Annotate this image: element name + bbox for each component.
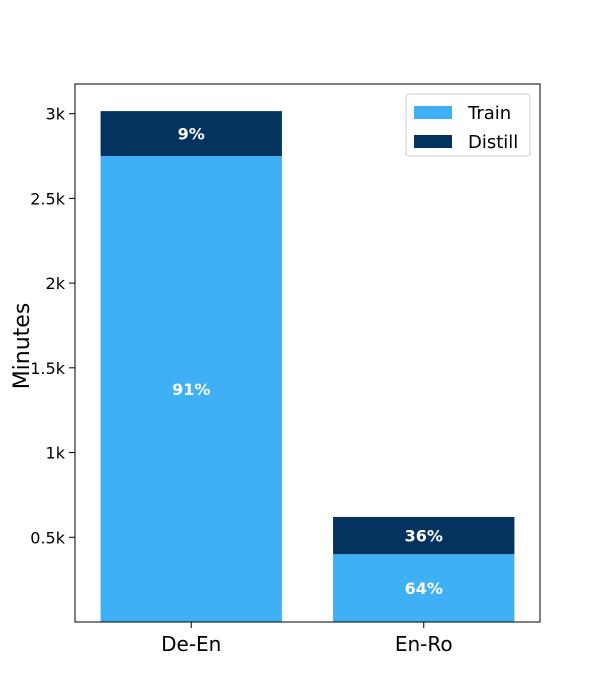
legend-label-train: Train: [467, 103, 511, 124]
x-tick-label: De-En: [161, 632, 221, 656]
legend-swatch-train: [414, 106, 452, 119]
y-tick-label: 1.5k: [30, 359, 65, 378]
x-tick-label: En-Ro: [395, 632, 453, 656]
y-axis-label: Minutes: [10, 303, 35, 390]
y-axis-ticks: 0.5k 1k 1.5k 2k 2.5k 3k: [30, 105, 75, 547]
y-tick-label: 1k: [46, 444, 66, 463]
bar-en-ro-train: [333, 554, 515, 622]
plot-frame: [74, 83, 541, 623]
y-tick-label: 0.5k: [30, 528, 65, 547]
bar-value-label-de-en-distill: 9%: [178, 125, 205, 144]
legend: Train Distill: [405, 93, 531, 157]
bar-value-label-en-ro-distill: 36%: [405, 527, 443, 546]
bar-value-label-en-ro-train: 64%: [405, 579, 443, 598]
legend-label-distill: Distill: [468, 132, 518, 153]
bar-de-en-train: [100, 156, 282, 622]
bar-de-en-distill: [100, 111, 282, 157]
y-tick-label: 3k: [46, 105, 66, 124]
bar-labels-group: 91% 9% 64% 36%: [172, 125, 443, 599]
bar-en-ro-distill: [333, 516, 515, 555]
y-tick-label: 2k: [46, 274, 66, 293]
y-tick-label: 2.5k: [30, 189, 65, 208]
bars-group: [100, 111, 515, 622]
bar-value-label-de-en-train: 91%: [172, 380, 210, 399]
legend-swatch-distill: [414, 135, 452, 148]
x-axis-ticks: De-En En-Ro: [161, 622, 453, 656]
